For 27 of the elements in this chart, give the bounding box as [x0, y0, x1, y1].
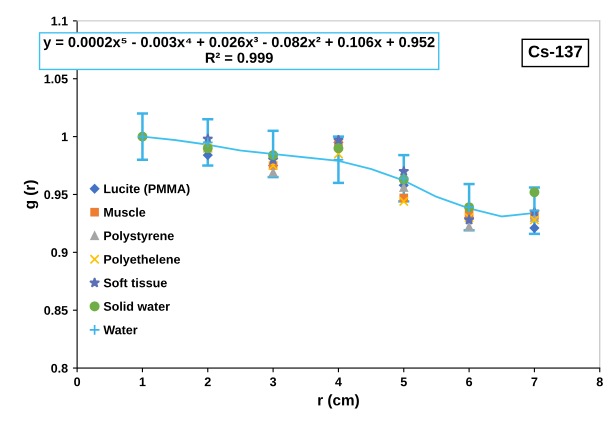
annotation: y = 0.0002x⁵ - 0.003x⁴ + 0.026x³ - 0.082x² + 0.106x + 0.952 R² = 0.999	[43, 36, 435, 63]
legend-label: Polyethelene	[104, 254, 180, 266]
y-tick-label: 0.9	[51, 248, 68, 257]
legend-label: Muscle	[104, 208, 146, 217]
x-tick-label: 8	[596, 377, 603, 386]
y-tick-label: 1.1	[51, 16, 68, 26]
legend-label: Soft tissue	[104, 278, 167, 288]
x-tick-label: 0	[74, 377, 80, 386]
y-tick-label: 0.95	[44, 190, 68, 200]
legend-label: Water	[103, 326, 138, 334]
legend-label: Solid water	[104, 302, 170, 311]
y-tick-label: 0.85	[44, 306, 68, 315]
y-tick-label: 1.05	[44, 74, 68, 84]
x-tick-label: 1	[140, 378, 146, 386]
x-tick-label: 7	[531, 378, 538, 386]
x-tick-label: 2	[204, 377, 211, 386]
annotation: Cs-137	[528, 46, 582, 58]
x-axis-title: r (cm)	[318, 394, 359, 409]
y-axis-title: g (r)	[24, 180, 38, 209]
x-tick-label: 5	[400, 378, 407, 386]
legend-label: Lucite (PMMA)	[104, 184, 190, 196]
y-tick-label: 0.8	[51, 364, 68, 373]
x-tick-label: 3	[270, 377, 276, 386]
y-tick-label: 1	[62, 132, 68, 142]
x-tick-label: 4	[335, 378, 342, 386]
x-tick-label: 6	[466, 377, 472, 386]
legend-label: Polystyrene	[104, 231, 174, 243]
